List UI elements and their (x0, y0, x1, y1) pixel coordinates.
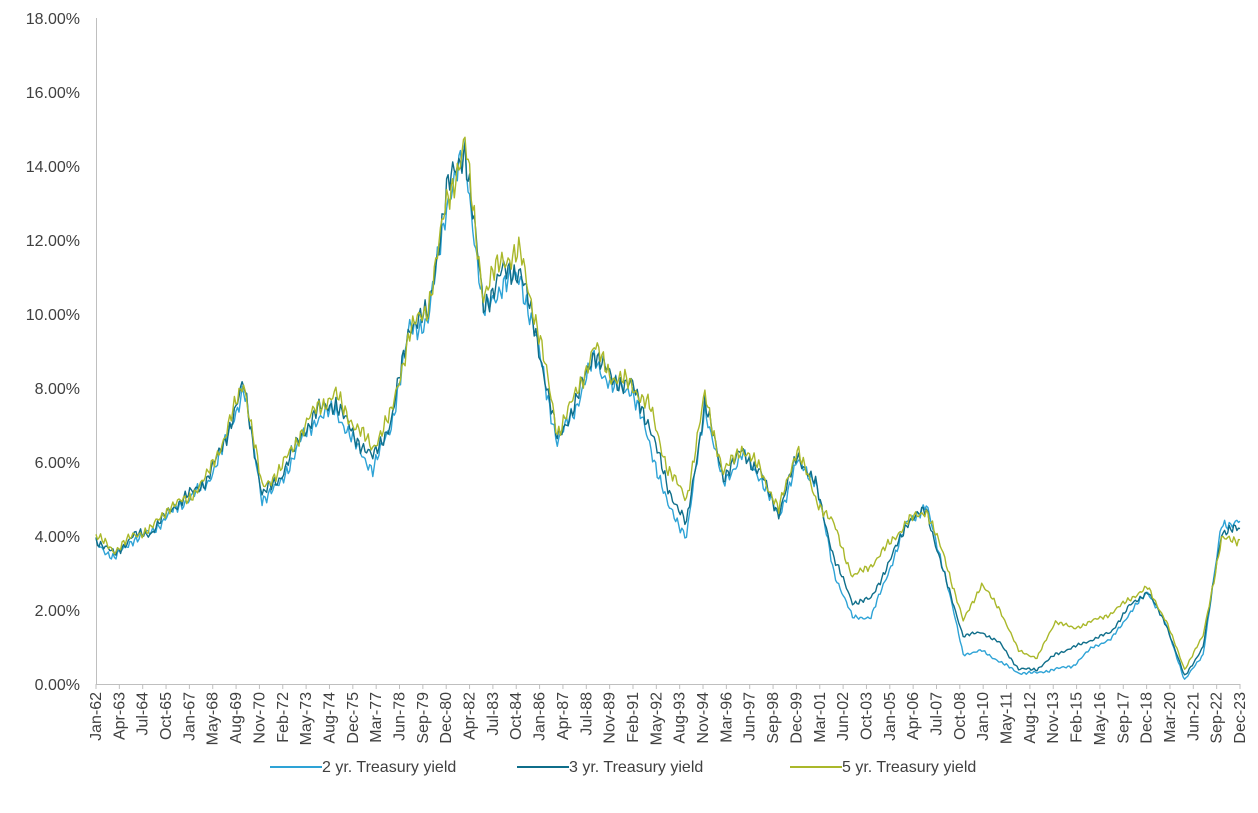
legend-label: 2 yr. Treasury yield (322, 759, 456, 776)
x-tick-label: Mar-20 (1162, 692, 1179, 743)
legend: 2 yr. Treasury yield 3 yr. Treasury yield… (270, 759, 976, 776)
x-tick-label: Oct-65 (158, 692, 175, 740)
x-tick-label: Sep-98 (765, 692, 782, 744)
x-tick-label: May-11 (999, 692, 1016, 744)
x-tick-label: May-68 (205, 692, 222, 745)
y-tick-label: 8.00% (35, 381, 80, 398)
x-tick-label: Dec-80 (438, 692, 455, 744)
x-tick-label: Nov-94 (695, 692, 712, 744)
x-tick-label: Aug-93 (672, 692, 689, 744)
legend-label: 3 yr. Treasury yield (569, 759, 703, 776)
y-tick-label: 6.00% (35, 455, 80, 472)
x-tick-label: Jul-88 (578, 692, 595, 736)
x-tick-label: Dec-18 (1139, 692, 1156, 744)
x-tick-label: Sep-79 (415, 692, 432, 744)
x-tick-label: Nov-70 (251, 692, 268, 744)
x-tick-label: Apr-63 (111, 692, 128, 740)
x-tick-label: Sep-17 (1115, 692, 1132, 744)
x-tick-label: Jul-64 (135, 692, 152, 736)
x-tick-label: Apr-06 (905, 692, 922, 740)
x-tick-label: Dec-23 (1232, 692, 1249, 744)
x-tick-label: Dec-75 (345, 692, 362, 744)
x-tick-label: Jan-67 (181, 692, 198, 741)
x-tick-label: Aug-74 (321, 692, 338, 744)
series-line-3 (95, 136, 1241, 670)
y-tick-label: 2.00% (35, 603, 80, 620)
x-tick-label: Jun-97 (742, 692, 759, 741)
x-tick-label: Oct-08 (952, 692, 969, 740)
y-tick-label: 12.00% (26, 233, 80, 250)
x-tick-label: Jun-78 (392, 692, 409, 741)
x-tick-label: Mar-01 (812, 692, 829, 743)
y-tick-label: 18.00% (26, 11, 80, 28)
x-tick-label: Jul-83 (485, 692, 502, 736)
x-tick-label: Jan-62 (88, 692, 105, 741)
x-tick-label: Jul-07 (928, 692, 945, 736)
x-tick-label: Feb-91 (625, 692, 642, 743)
x-tick-label: Mar-77 (368, 692, 385, 743)
series-line-1 (95, 139, 1241, 680)
x-tick-label: May-16 (1092, 692, 1109, 745)
y-tick-label: 14.00% (26, 159, 80, 176)
x-tick-label: Apr-87 (555, 692, 572, 740)
x-tick-label: Jun-02 (835, 692, 852, 741)
x-tick-label: Jan-10 (975, 692, 992, 741)
x-tick-label: Aug-69 (228, 692, 245, 744)
x-tick-label: Nov-89 (602, 692, 619, 744)
series-line-2 (95, 142, 1241, 676)
y-axis-tick-labels: 0.00% 2.00% 4.00% 6.00% 8.00% 10.00% 12.00% 14.… (26, 11, 80, 694)
y-tick-label: 10.00% (26, 307, 80, 324)
x-tick-label: Jun-21 (1185, 692, 1202, 741)
x-tick-label: Apr-82 (462, 692, 479, 740)
x-tick-label: Dec-99 (788, 692, 805, 744)
x-tick-label: Feb-72 (275, 692, 292, 743)
x-tick-label: Sep-22 (1209, 692, 1226, 744)
x-tick-label: Nov-13 (1045, 692, 1062, 744)
legend-label: 5 yr. Treasury yield (842, 759, 976, 776)
series-lines (95, 136, 1241, 680)
y-tick-label: 4.00% (35, 529, 80, 546)
x-axis: Jan-62 Apr-63 Jul-64 Oct-65 Jan-67 May-68 Aug-… (88, 18, 1249, 745)
x-tick-label: Jan-86 (532, 692, 549, 741)
x-tick-label: May-92 (648, 692, 665, 745)
x-tick-label: Feb-15 (1069, 692, 1086, 743)
x-tick-label: Aug-12 (1022, 692, 1039, 744)
x-tick-label: Oct-03 (858, 692, 875, 740)
x-tick-label: Jan-05 (882, 692, 899, 741)
x-tick-label: May-73 (298, 692, 315, 745)
y-tick-label: 0.00% (35, 677, 80, 694)
y-tick-label: 16.00% (26, 85, 80, 102)
x-tick-label: Oct-84 (508, 692, 525, 740)
x-tick-label: Mar-96 (718, 692, 735, 743)
